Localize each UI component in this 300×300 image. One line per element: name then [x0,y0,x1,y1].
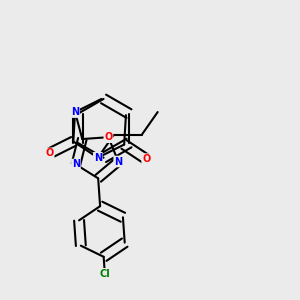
Text: O: O [104,132,112,142]
Text: O: O [46,148,54,158]
Text: N: N [71,107,79,117]
Text: N: N [94,153,102,163]
Text: N: N [114,157,122,166]
Text: N: N [72,160,80,170]
Text: Cl: Cl [100,269,110,279]
Text: O: O [142,154,150,164]
